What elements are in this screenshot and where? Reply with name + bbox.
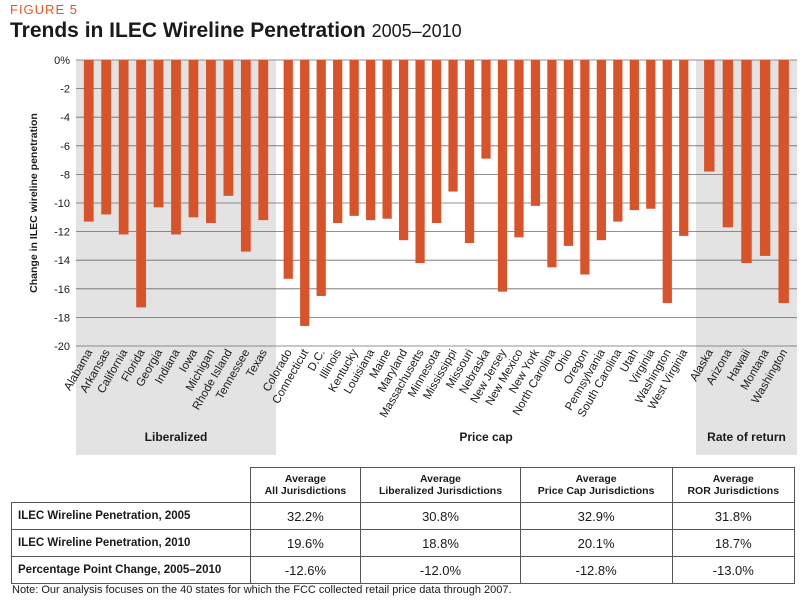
bar — [83, 60, 94, 222]
bar — [778, 60, 789, 304]
table-row: Percentage Point Change, 2005–2010 -12.6… — [11, 556, 796, 584]
bar — [563, 60, 574, 246]
table-header-price-cap: Average Price Cap Jurisdictions — [519, 467, 673, 503]
chart-title-years: 2005–2010 — [371, 21, 462, 41]
bar — [646, 60, 656, 209]
y-tick-label: -16 — [54, 284, 70, 296]
table-cell: -12.0% — [360, 556, 521, 584]
bar — [613, 60, 623, 222]
table-header-ror: Average ROR Jurisdictions — [671, 467, 796, 503]
bar — [448, 60, 458, 192]
table-row-label: ILEC Wireline Penetration, 2010 — [11, 529, 251, 557]
bar — [629, 60, 639, 211]
bar — [118, 60, 129, 235]
table-cell: -13.0% — [671, 556, 796, 584]
bar — [171, 60, 181, 235]
table-cell: 31.8% — [671, 502, 796, 530]
group-label: Liberalized — [145, 430, 208, 444]
bar — [188, 60, 199, 218]
y-tick-label: -20 — [54, 341, 70, 353]
y-tick-label: -14 — [54, 255, 70, 267]
table-cell: 30.8% — [360, 502, 521, 530]
bar-chart: 0% -2 -4 -6 -8 -10 -12 -14 -16 -18 -20 Change in IL… — [28, 55, 797, 455]
table-cell: 32.2% — [249, 502, 362, 530]
table-cell: -12.8% — [519, 556, 673, 584]
bar — [704, 60, 715, 172]
bar — [464, 60, 475, 244]
y-tick-label: -6 — [60, 141, 70, 153]
bar — [580, 60, 590, 275]
chart-title-main: Trends in ILEC Wireline Penetration — [10, 19, 366, 42]
group-label: Rate of return — [707, 430, 786, 444]
bar — [547, 60, 557, 268]
table-cell: 32.9% — [519, 502, 673, 530]
bar — [662, 60, 672, 304]
table-row: ILEC Wireline Penetration, 2010 19.6% 18… — [11, 529, 796, 557]
bar — [514, 60, 524, 238]
y-tick-label: -12 — [54, 227, 70, 239]
bar — [283, 60, 293, 279]
group-label: Price cap — [459, 430, 512, 444]
bar — [481, 60, 491, 159]
table-cell: 18.7% — [671, 529, 796, 557]
y-tick-label: 0% — [54, 55, 70, 67]
bar — [382, 60, 392, 219]
table-row-label: ILEC Wireline Penetration, 2005 — [11, 502, 251, 530]
y-axis-label: Change in ILEC wireline penetration — [28, 113, 40, 293]
bar — [759, 60, 771, 256]
table-cell: 20.1% — [519, 529, 673, 557]
summary-table: Average All Jurisdictions Average Liberali… — [11, 467, 796, 584]
table-cell: -12.6% — [249, 556, 362, 584]
bar — [223, 60, 234, 196]
table-header-liberalized: Average Liberalized Jurisdictions — [360, 467, 521, 503]
y-tick-label: -18 — [54, 312, 70, 324]
bar — [136, 60, 146, 308]
footnote: Note: Our analysis focuses on the 40 sta… — [12, 584, 512, 596]
bar — [300, 60, 310, 326]
bar — [333, 60, 343, 224]
bar — [530, 60, 541, 206]
bar — [101, 60, 112, 215]
bar — [366, 60, 376, 221]
bar — [596, 60, 606, 241]
bar — [206, 60, 216, 224]
y-tick-label: -4 — [60, 112, 70, 124]
bar — [153, 60, 164, 208]
y-tick-label: -8 — [60, 169, 70, 181]
bar — [497, 60, 508, 292]
table-header-row: Average All Jurisdictions Average Liberali… — [11, 467, 796, 503]
bar — [398, 60, 409, 241]
bar — [431, 60, 442, 224]
bar — [258, 60, 269, 221]
y-tick-label: -10 — [54, 198, 70, 210]
bar — [722, 60, 734, 228]
chart-title: Trends in ILEC Wireline Penetration 2005… — [10, 19, 462, 43]
table-header-empty — [11, 467, 251, 503]
table-row-label: Percentage Point Change, 2005–2010 — [11, 556, 251, 584]
table-row: ILEC Wireline Penetration, 2005 32.2% 30… — [11, 502, 796, 530]
table-cell: 19.6% — [249, 529, 362, 557]
bar — [316, 60, 326, 296]
figure-label: FIGURE 5 — [10, 2, 78, 17]
table-cell: 18.8% — [360, 529, 521, 557]
y-tick-label: -2 — [60, 84, 70, 96]
bar — [240, 60, 251, 252]
bar — [349, 60, 359, 216]
table-header-all: Average All Jurisdictions — [249, 467, 362, 503]
bar — [741, 60, 752, 264]
bar — [415, 60, 425, 264]
bar — [679, 60, 689, 236]
